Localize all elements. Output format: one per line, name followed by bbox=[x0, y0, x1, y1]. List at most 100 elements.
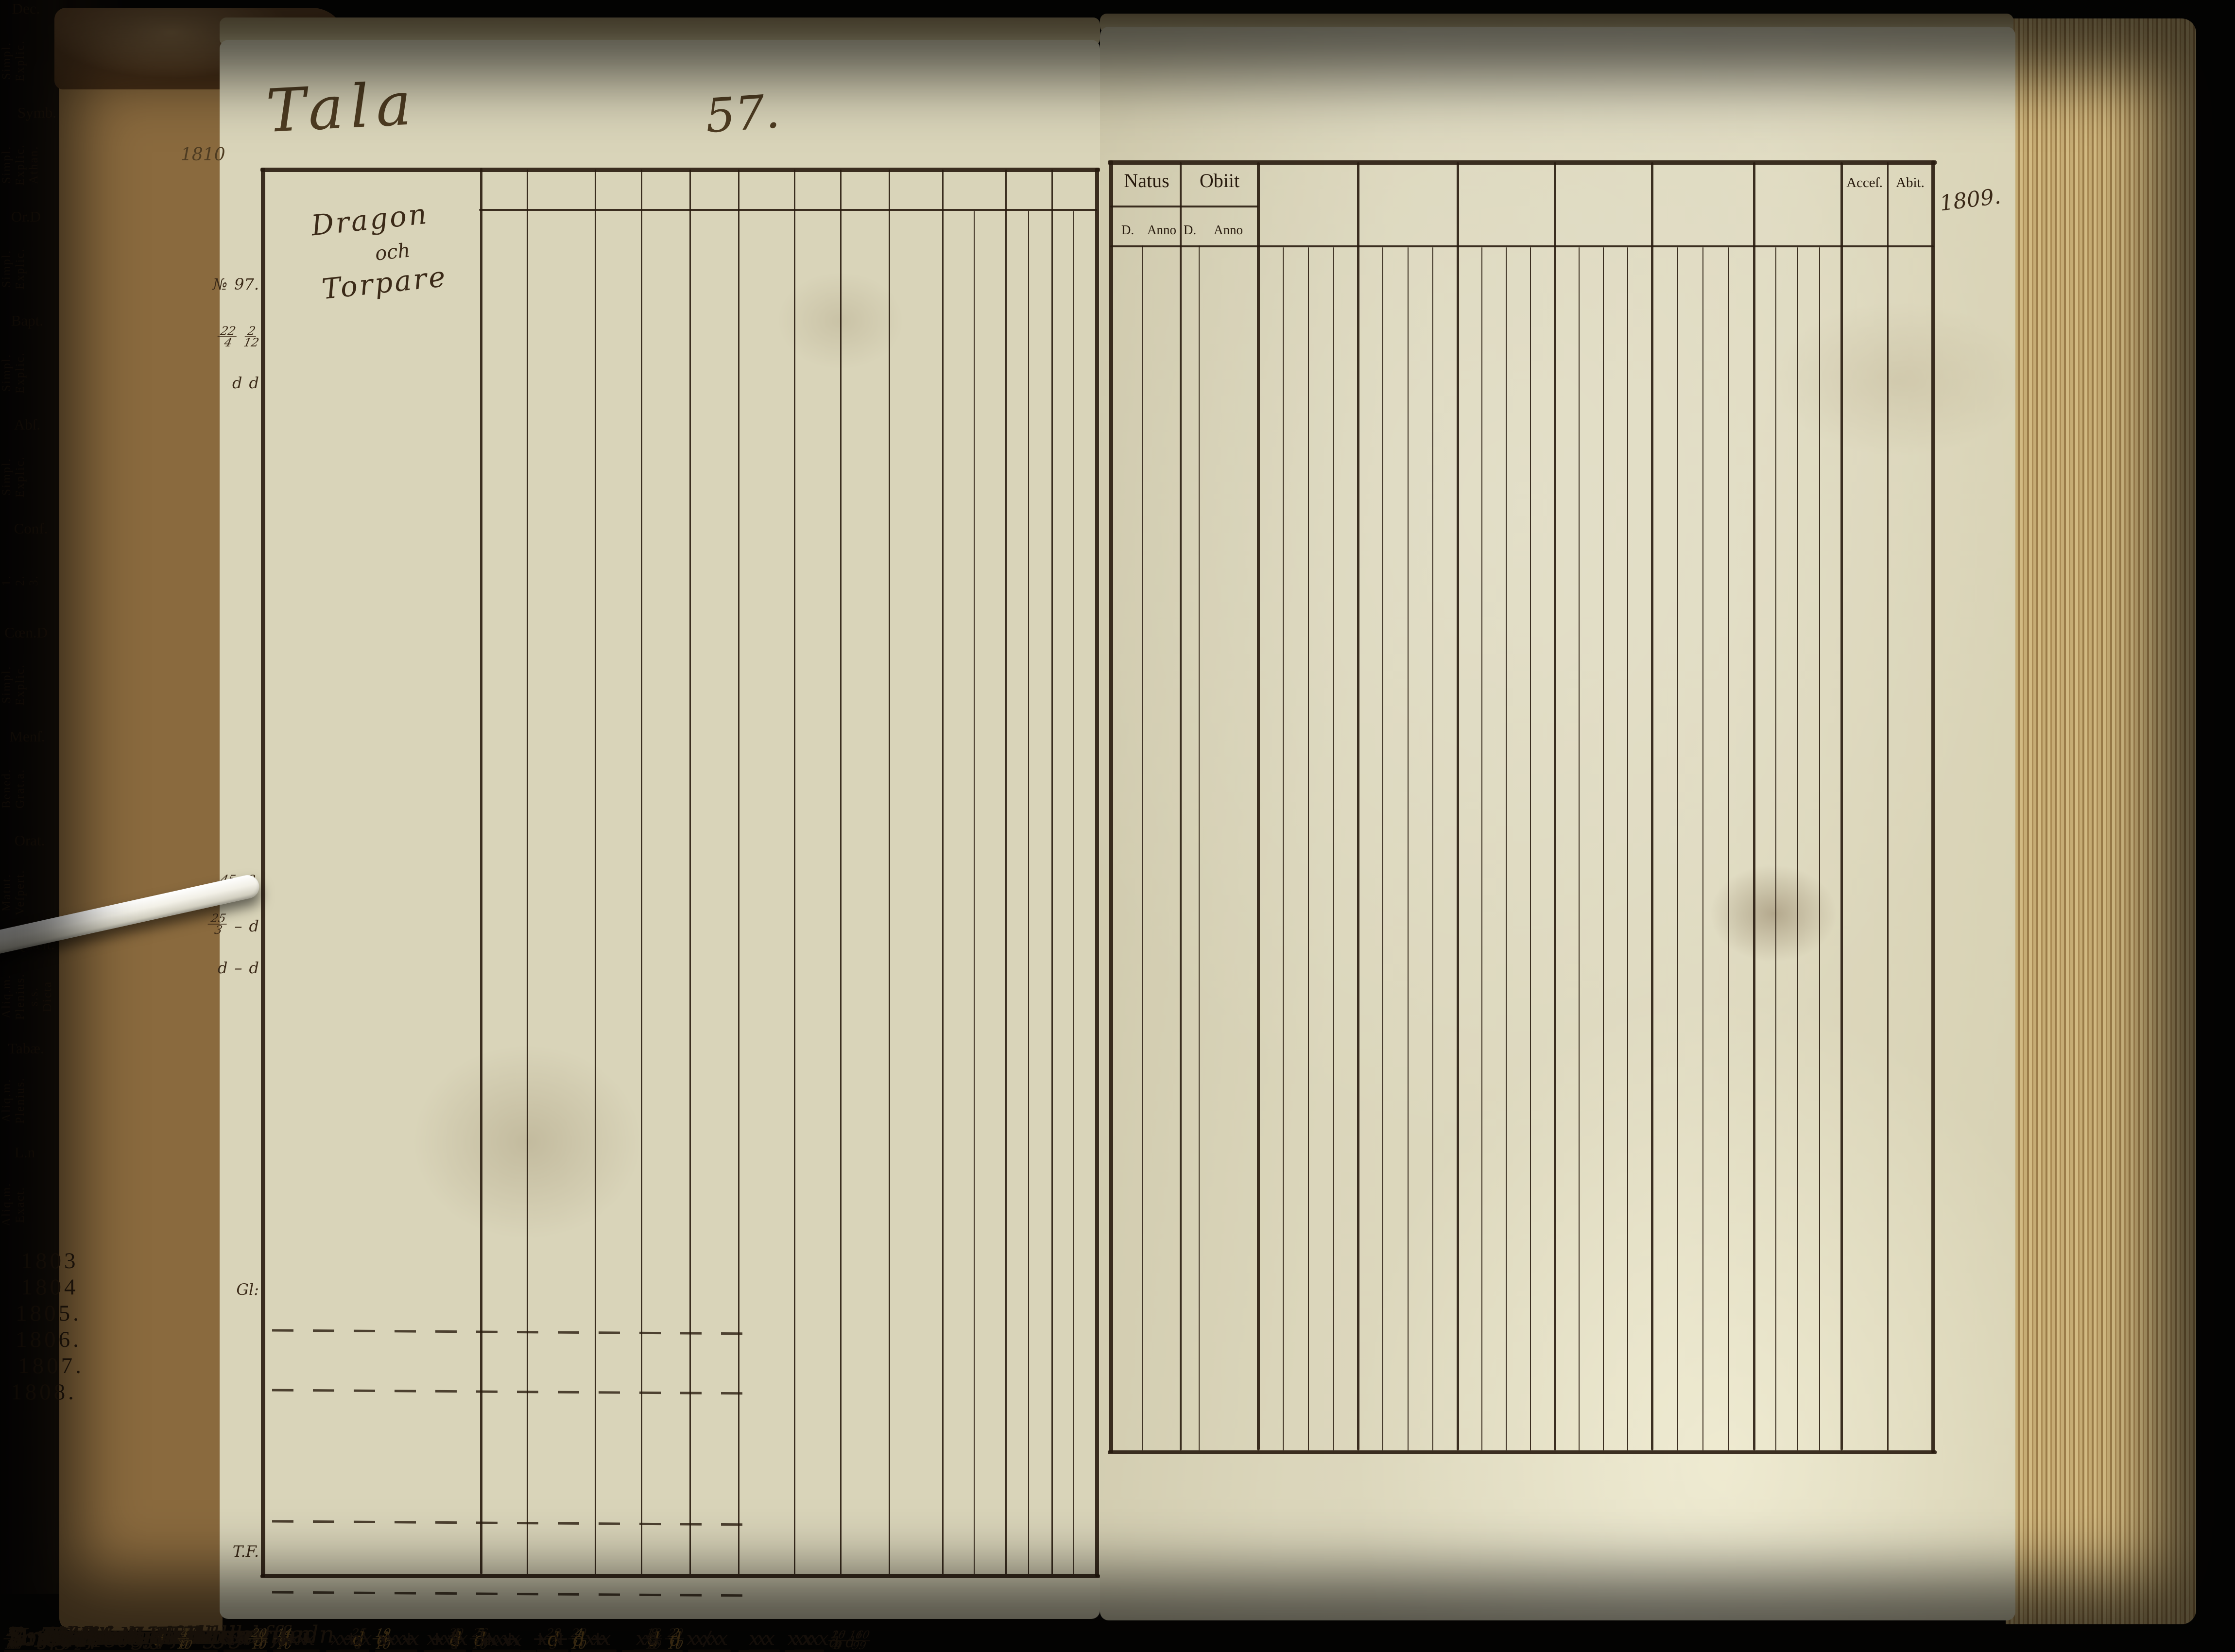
left-table-top-border bbox=[260, 168, 1100, 172]
communion-date-cell: 4 10 bbox=[172, 1626, 197, 1652]
communion-date-cell: 23 4 bbox=[147, 1626, 172, 1652]
communion-date: d bbox=[352, 1629, 365, 1650]
column-subheader-10: Aliq.m. Plenius. bbox=[0, 1077, 27, 1124]
subcolumn-divider bbox=[1432, 247, 1433, 1450]
margin-text: d bbox=[845, 1634, 855, 1651]
attendance-marks: ++ bbox=[481, 1628, 523, 1650]
attendance-marks: / bbox=[704, 1628, 715, 1650]
attendance-marks: xx bbox=[748, 1628, 780, 1650]
communion-date: d bbox=[573, 1629, 585, 1650]
ledger-row: H: Caiſa Mats dr xxx xx xx xx bbox=[0, 1576, 832, 1652]
column-header-11: L.n bbox=[14, 1144, 35, 1161]
attendance-marks: ++ bbox=[275, 1628, 317, 1650]
communion-date-cell: d bbox=[541, 1629, 567, 1650]
table-rule-vertical bbox=[1180, 162, 1182, 1450]
book-fore-edge bbox=[2006, 18, 2196, 1624]
column-header-1: Symb. bbox=[17, 104, 57, 121]
subcolumn-divider bbox=[1382, 247, 1384, 1450]
subcolumn-divider bbox=[1702, 247, 1703, 1450]
column-header-4: Abſ. bbox=[14, 416, 41, 433]
year-block-border bbox=[1840, 162, 1843, 1450]
communion-date: d bbox=[253, 1629, 265, 1650]
margin-text: d bbox=[829, 1634, 839, 1651]
natus-year: 1805. bbox=[33, 1627, 96, 1652]
attendance-marks: x+ bbox=[221, 1628, 258, 1650]
subcolumn-divider bbox=[1797, 247, 1798, 1450]
fraction-denominator: 10 bbox=[250, 1637, 268, 1652]
right-page bbox=[1100, 27, 2015, 1620]
rule-dash bbox=[784, 1650, 814, 1652]
subcolumn-divider bbox=[1307, 247, 1309, 1450]
column-subheader-11: Aliq.m. Exact. bbox=[0, 1182, 27, 1227]
rule-dash bbox=[423, 1650, 440, 1652]
margin-fraction: 22 4 bbox=[217, 324, 239, 349]
natus-year: 1779 bbox=[33, 1627, 89, 1652]
table-rule-vertical bbox=[594, 170, 596, 1574]
left-table-right-border bbox=[1095, 168, 1099, 1577]
column-subheader-5: 1. 2. 3. bbox=[0, 575, 40, 586]
attendance-marks: xxx bbox=[273, 1628, 320, 1650]
margin-annotation: Gl: bbox=[155, 1280, 259, 1299]
natus-year: 1800 bbox=[33, 1627, 89, 1652]
column-header-0: Dec. bbox=[12, 0, 40, 17]
attendance-marks: xx bbox=[694, 1628, 725, 1650]
communion-date-cell: d bbox=[247, 1629, 272, 1650]
attendance-marks: ++ bbox=[532, 1628, 574, 1650]
year-header-1805.: 1805. bbox=[16, 1301, 82, 1326]
communion-date: 20 10 bbox=[248, 1626, 270, 1652]
attendance-marks: xx bbox=[748, 1628, 780, 1650]
left-table-left-border bbox=[260, 168, 265, 1577]
fraction-denominator: 3 bbox=[213, 923, 224, 937]
natus-year: 1793. bbox=[33, 1627, 96, 1652]
margin-annotation: № 97. bbox=[155, 275, 259, 293]
left-header-underline bbox=[479, 209, 1097, 211]
subcolumn-divider bbox=[1677, 247, 1678, 1450]
communion-date-cell: d bbox=[272, 1629, 296, 1650]
margin-fraction: 25 3 bbox=[207, 912, 229, 937]
attendance-marks: xx bbox=[338, 1628, 369, 1650]
rule-dash bbox=[399, 1650, 415, 1652]
attendance-marks: xxx bbox=[273, 1628, 320, 1650]
communion-date: d bbox=[648, 1629, 660, 1650]
attendance-marks: x bbox=[643, 1628, 659, 1650]
attendance-marks: x bbox=[801, 1628, 817, 1650]
subcolumn-divider bbox=[1142, 245, 1143, 1450]
communion-date-cell: d bbox=[468, 1629, 492, 1650]
margin-text: – bbox=[234, 917, 242, 936]
attendance-marks: x bbox=[643, 1628, 659, 1650]
communion-date-cell: d bbox=[444, 1629, 468, 1650]
year-header-1803: 1803 bbox=[21, 1248, 79, 1273]
subcolumn-divider bbox=[1728, 247, 1729, 1450]
attendance-marks: xx bbox=[585, 1628, 616, 1650]
attendance-marks: xx bbox=[694, 1628, 725, 1650]
communion-date: d bbox=[253, 1629, 265, 1650]
attendance-marks: xx bbox=[338, 1628, 369, 1650]
communion-date: d bbox=[449, 1629, 462, 1650]
communion-date: d bbox=[573, 1629, 585, 1650]
attendance-marks: xxx bbox=[787, 1628, 833, 1650]
attendance-marks: xx bbox=[793, 1628, 825, 1650]
obiit-anno-subheader: Anno bbox=[1214, 223, 1243, 237]
subcolumn-divider bbox=[1332, 247, 1334, 1450]
right-table-top-border bbox=[1108, 160, 1937, 165]
attendance-marks: xx bbox=[748, 1628, 780, 1650]
subcolumn-divider bbox=[1407, 247, 1409, 1450]
year-header-1806.: 1806. bbox=[16, 1327, 82, 1352]
natus-year: 1798 bbox=[33, 1627, 89, 1652]
column-subheader-1: Simpl. Explic. Athan. bbox=[0, 144, 40, 186]
subcolumn-divider bbox=[1627, 247, 1628, 1450]
rule-dash bbox=[647, 1650, 661, 1652]
rule-dash bbox=[570, 1650, 587, 1652]
communion-date: d bbox=[352, 1629, 365, 1650]
attendance-marks: x bbox=[702, 1628, 717, 1650]
attendance-marks: xxx bbox=[686, 1628, 733, 1650]
ledger-row bbox=[0, 1491, 832, 1652]
communion-date-cell: d bbox=[567, 1629, 592, 1650]
attendance-marks: xxx bbox=[479, 1628, 525, 1650]
name-column-divider bbox=[480, 168, 482, 1574]
communion-date: d bbox=[377, 1629, 389, 1650]
communion-date: 4 10 bbox=[176, 1626, 193, 1652]
year-block-border bbox=[1456, 162, 1459, 1450]
